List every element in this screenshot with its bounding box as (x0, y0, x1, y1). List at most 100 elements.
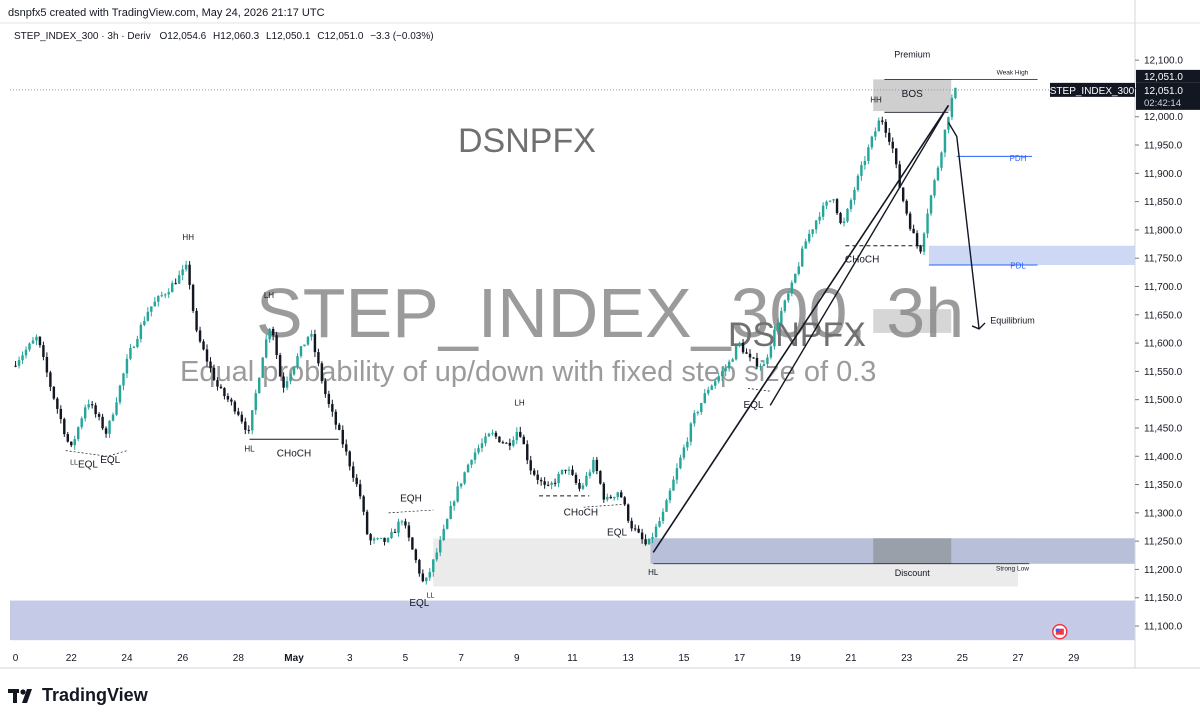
candle-up (251, 410, 254, 431)
candle-up (456, 486, 459, 502)
candle-down (745, 352, 748, 354)
candle-down (912, 228, 915, 234)
time-tick-label: 27 (1012, 653, 1024, 664)
time-tick-label: 25 (957, 653, 969, 664)
candle-up (679, 457, 682, 469)
candle-up (616, 492, 619, 497)
candle-down (59, 408, 63, 420)
candle-up (717, 376, 720, 382)
candle-up (724, 368, 727, 372)
premium-zone (873, 79, 952, 112)
time-tick-label: 26 (177, 653, 189, 664)
candle-down (233, 401, 237, 412)
candle-up (936, 167, 940, 181)
close-value: C12,051.0 (317, 31, 364, 42)
candle-up (585, 475, 588, 486)
candle-up (689, 423, 693, 442)
candle-up (867, 147, 870, 161)
current-price-box (1136, 69, 1200, 83)
candle-up (463, 472, 466, 484)
candle-up (550, 482, 553, 485)
candle-up (672, 479, 675, 491)
time-tick-label: 29 (1068, 653, 1080, 664)
candle-down (383, 537, 386, 542)
change-value: −3.3 (−0.03%) (370, 31, 434, 42)
candle-down (216, 380, 219, 387)
candle-up (943, 129, 947, 153)
candle-down (752, 357, 755, 359)
candle-down (522, 436, 525, 445)
candle-down (104, 428, 108, 434)
header-sep-2: · (121, 31, 128, 42)
pdl-zone (928, 245, 1135, 265)
candle-down (174, 283, 177, 285)
candle-up (787, 293, 790, 301)
candle-up (668, 490, 672, 501)
candle-up (87, 404, 90, 408)
candle-down (226, 396, 230, 400)
chart-credit: dsnpfx5 created with TradingView.com, Ma… (8, 7, 325, 19)
price-tick-label: 11,500.0 (1144, 395, 1183, 406)
candle-down (345, 444, 348, 452)
time-axis[interactable]: 0 22 24 26 28 May 3 5 7 9 11 13 15 17 19 21 23 25 27 29 (13, 653, 1080, 664)
candle-down (609, 496, 613, 499)
price-tick-label: 11,400.0 (1144, 452, 1183, 463)
candle-down (888, 132, 891, 142)
candle-up (484, 436, 487, 444)
price-axis[interactable]: 12,100.012,050.012,000.011,950.011,900.0… (0, 0, 1200, 669)
candle-up (849, 200, 853, 209)
candle-up (480, 443, 484, 449)
candle-down (90, 404, 94, 406)
candle-down (358, 484, 362, 497)
candle-up (821, 205, 825, 217)
candle-up (425, 577, 428, 582)
candle-up (261, 357, 264, 378)
candle-up (21, 355, 24, 361)
symbol-tag-box (1050, 82, 1135, 97)
tradingview-logo-text: TradingView (42, 685, 148, 705)
candle-down (546, 484, 550, 486)
candle-down (501, 442, 505, 444)
candle-up (776, 323, 780, 330)
interval-label[interactable]: 3h (107, 31, 119, 42)
candle-down (271, 329, 275, 336)
candle-up (111, 414, 115, 421)
candle-down (45, 356, 49, 373)
candle-down (202, 341, 205, 350)
candle-up (818, 216, 821, 221)
symbol-name[interactable]: STEP_INDEX_300 (14, 31, 99, 42)
candle-down (219, 386, 223, 389)
header-sep-1: · (101, 31, 108, 42)
current-price-label: 12,051.0 (1144, 72, 1183, 83)
candle-up (397, 521, 400, 533)
candle-down (640, 532, 644, 540)
candle-up (153, 301, 157, 307)
candle-down (519, 431, 522, 437)
label-ll-may5: LL (427, 593, 435, 600)
candle-up (477, 448, 480, 453)
candle-down (331, 404, 334, 412)
label-eql-may5: EQL (409, 598, 429, 609)
candle-up (877, 120, 881, 132)
candle-down (237, 411, 240, 415)
candle-up (811, 229, 814, 234)
candle-up (285, 381, 289, 388)
price-tick-label: 11,100.0 (1144, 622, 1183, 633)
time-tick-label: 0 (13, 653, 19, 664)
candle-up (783, 300, 787, 312)
candle-down (362, 496, 365, 512)
candle-up (108, 420, 111, 434)
high-value: H12,060.3 (213, 31, 260, 42)
candle-up (661, 511, 665, 522)
tradingview-logo[interactable]: TradingView (8, 685, 148, 706)
candle-down (421, 573, 425, 582)
trendline-upper (769, 105, 950, 406)
candle-up (734, 346, 738, 360)
candle-up (160, 295, 163, 297)
candle-down (42, 345, 45, 357)
zones-layer (10, 79, 1135, 641)
candle-up (870, 136, 874, 148)
candles-layer (14, 87, 957, 585)
candle-down (240, 414, 244, 422)
